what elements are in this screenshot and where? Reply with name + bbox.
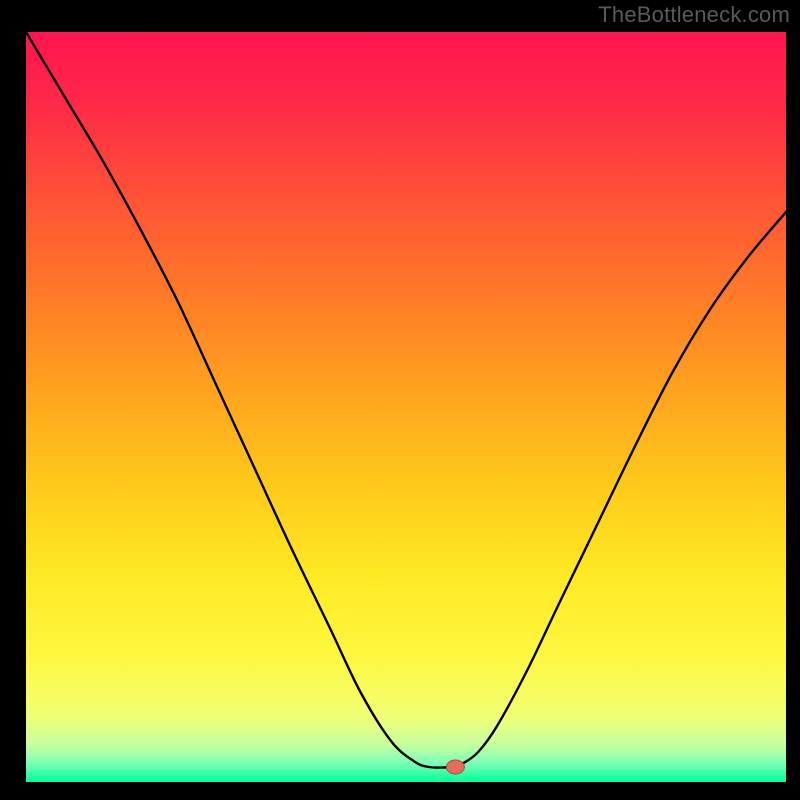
- chart-frame: TheBottleneck.com: [0, 0, 800, 800]
- optimal-marker: [446, 760, 464, 774]
- bottleneck-chart: [26, 32, 786, 782]
- plot-background: [26, 32, 786, 782]
- watermark-text: TheBottleneck.com: [598, 2, 790, 28]
